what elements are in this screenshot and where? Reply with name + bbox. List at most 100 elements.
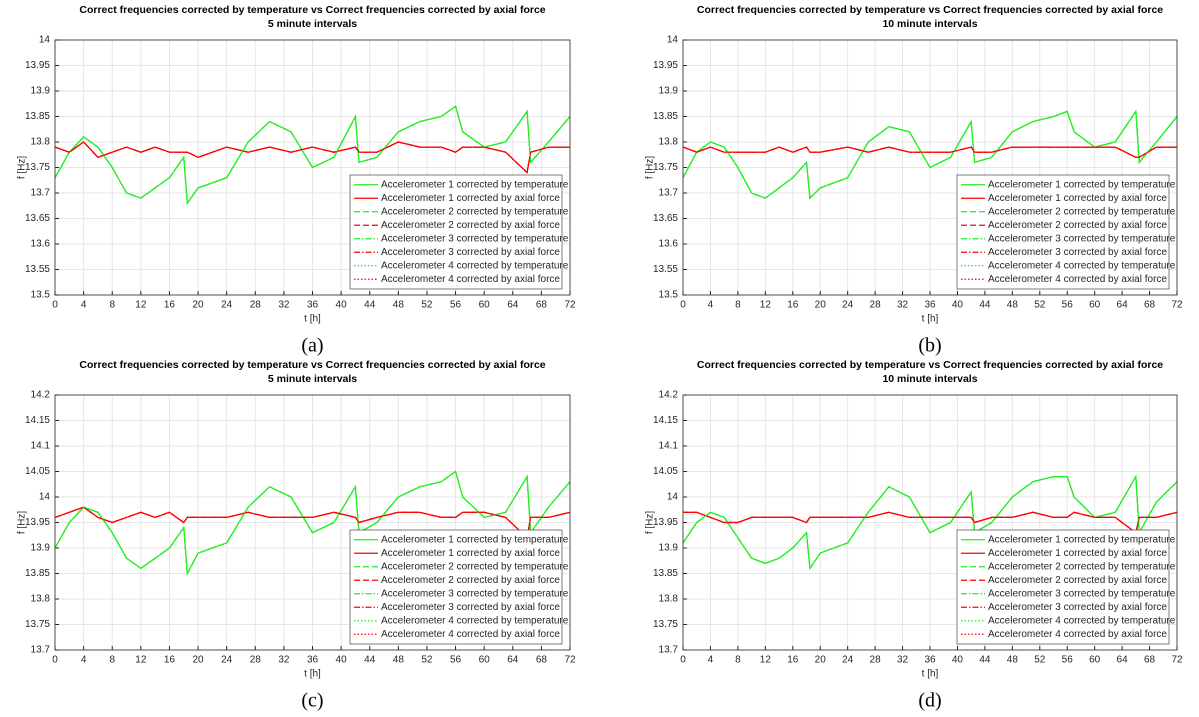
y-tick-label: 13.65 xyxy=(653,213,678,224)
legend-label: Accelerometer 4 corrected by temperature xyxy=(988,615,1176,626)
x-tick-label: 44 xyxy=(979,300,991,311)
legend-label: Accelerometer 1 corrected by axial force xyxy=(381,548,560,559)
y-tick-label: 13.9 xyxy=(659,543,679,554)
legend-label: Accelerometer 1 corrected by axial force xyxy=(988,548,1167,559)
x-tick-label: 0 xyxy=(680,300,686,311)
y-tick-label: 13.5 xyxy=(31,290,51,301)
chart-subtitle: 10 minute intervals xyxy=(882,18,977,30)
x-tick-label: 28 xyxy=(250,655,262,666)
x-tick-label: 64 xyxy=(1117,655,1129,666)
y-tick-label: 14 xyxy=(39,492,51,503)
x-tick-label: 48 xyxy=(1007,655,1019,666)
y-tick-label: 13.5 xyxy=(659,290,679,301)
y-tick-label: 13.75 xyxy=(25,619,50,630)
legend-label: Accelerometer 4 corrected by axial force xyxy=(381,274,560,285)
legend-label: Accelerometer 1 corrected by temperature xyxy=(988,179,1176,190)
subplot: Correct frequencies corrected by tempera… xyxy=(17,4,576,357)
series-line xyxy=(682,146,1177,158)
y-tick-label: 14 xyxy=(667,492,679,503)
y-tick-label: 14 xyxy=(39,35,51,46)
y-tick-label: 14.1 xyxy=(31,441,51,452)
x-tick-label: 72 xyxy=(564,300,576,311)
x-tick-label: 36 xyxy=(924,655,936,666)
x-tick-label: 40 xyxy=(952,300,964,311)
x-tick-label: 12 xyxy=(135,655,147,666)
x-tick-label: 4 xyxy=(708,655,714,666)
x-tick-label: 28 xyxy=(870,655,882,666)
x-tick-label: 28 xyxy=(870,300,882,311)
x-tick-label: 72 xyxy=(1171,655,1183,666)
y-tick-label: 13.75 xyxy=(25,162,50,173)
series-line xyxy=(682,474,1178,571)
y-tick-label: 13.9 xyxy=(31,86,51,97)
legend-label: Accelerometer 4 corrected by temperature xyxy=(381,615,569,626)
axes-box xyxy=(682,39,1178,296)
y-axis-label: f [Hz] xyxy=(645,511,656,535)
legend-label: Accelerometer 4 corrected by temperature xyxy=(988,260,1176,271)
x-tick-label: 8 xyxy=(735,300,741,311)
y-tick-label: 14.05 xyxy=(653,466,678,477)
x-tick-label: 16 xyxy=(164,300,176,311)
y-tick-label: 13.95 xyxy=(653,517,678,528)
x-axis-label: t [h] xyxy=(304,669,321,680)
x-tick-label: 56 xyxy=(1062,655,1074,666)
x-tick-label: 32 xyxy=(278,300,290,311)
x-tick-label: 36 xyxy=(924,300,936,311)
x-tick-label: 32 xyxy=(278,655,290,666)
legend-label: Accelerometer 3 corrected by axial force xyxy=(381,602,560,613)
x-tick-label: 28 xyxy=(250,300,262,311)
x-tick-label: 24 xyxy=(842,300,854,311)
legend-label: Accelerometer 2 corrected by axial force xyxy=(381,220,560,231)
x-tick-label: 0 xyxy=(52,655,58,666)
x-tick-label: 68 xyxy=(1144,655,1156,666)
chart-title: Correct frequencies corrected by tempera… xyxy=(79,4,545,16)
legend-label: Accelerometer 2 corrected by axial force xyxy=(988,220,1167,231)
legend-label: Accelerometer 1 corrected by temperature xyxy=(988,534,1176,545)
legend-box xyxy=(349,174,563,290)
y-tick-label: 13.8 xyxy=(659,594,679,605)
y-tick-label: 13.85 xyxy=(25,111,50,122)
y-axis-label: f [Hz] xyxy=(17,156,28,180)
y-tick-label: 13.75 xyxy=(653,619,678,630)
x-tick-label: 64 xyxy=(1117,300,1129,311)
legend-label: Accelerometer 3 corrected by temperature xyxy=(988,233,1176,244)
series-line xyxy=(54,470,571,576)
x-tick-label: 36 xyxy=(307,655,319,666)
axes-box xyxy=(54,39,571,296)
x-tick-label: 0 xyxy=(52,300,58,311)
legend-label: Accelerometer 3 corrected by axial force xyxy=(988,602,1167,613)
x-tick-label: 20 xyxy=(192,655,204,666)
legend-label: Accelerometer 1 corrected by temperature xyxy=(381,179,569,190)
x-tick-label: 24 xyxy=(842,655,854,666)
x-tick-label: 48 xyxy=(1007,300,1019,311)
x-tick-label: 56 xyxy=(450,300,462,311)
y-tick-label: 13.7 xyxy=(659,188,679,199)
y-tick-label: 14 xyxy=(667,35,679,46)
x-tick-label: 8 xyxy=(735,655,741,666)
legend-label: Accelerometer 3 corrected by axial force xyxy=(381,247,560,258)
y-tick-label: 14.05 xyxy=(25,466,50,477)
chart-title: Correct frequencies corrected by tempera… xyxy=(697,359,1163,371)
x-tick-label: 48 xyxy=(393,655,405,666)
x-tick-label: 16 xyxy=(787,655,799,666)
legend-label: Accelerometer 4 corrected by temperature xyxy=(381,260,569,271)
chart-subtitle: 10 minute intervals xyxy=(882,373,977,385)
x-tick-label: 8 xyxy=(109,300,115,311)
x-axis-label: t [h] xyxy=(922,314,939,325)
y-tick-label: 13.8 xyxy=(31,137,51,148)
x-tick-label: 52 xyxy=(1034,300,1046,311)
legend-label: Accelerometer 3 corrected by temperature xyxy=(988,588,1176,599)
legend-label: Accelerometer 2 corrected by temperature xyxy=(381,206,569,217)
y-tick-label: 13.95 xyxy=(25,517,50,528)
y-tick-label: 13.9 xyxy=(31,543,51,554)
y-tick-label: 13.75 xyxy=(653,162,678,173)
x-tick-label: 12 xyxy=(760,300,772,311)
axes-box xyxy=(54,394,571,651)
x-tick-label: 72 xyxy=(564,655,576,666)
chart-title: Correct frequencies corrected by tempera… xyxy=(697,4,1163,16)
legend-box xyxy=(956,174,1170,290)
subplot: Correct frequencies corrected by tempera… xyxy=(645,359,1183,712)
x-tick-label: 16 xyxy=(164,655,176,666)
x-tick-label: 4 xyxy=(81,655,87,666)
y-tick-label: 13.7 xyxy=(31,645,51,656)
